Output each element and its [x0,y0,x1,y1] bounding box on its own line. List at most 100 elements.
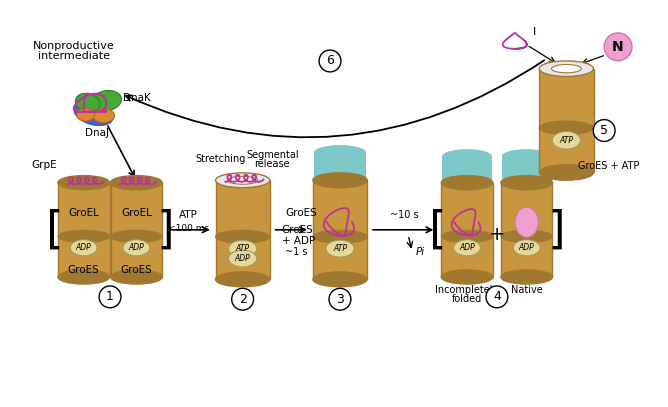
Ellipse shape [59,245,108,257]
Ellipse shape [442,149,492,163]
Polygon shape [216,258,269,279]
Text: 6: 6 [326,55,334,68]
Text: ATP: ATP [559,136,573,145]
Text: Pi: Pi [415,247,425,257]
Ellipse shape [123,240,150,256]
Ellipse shape [112,271,161,283]
Circle shape [329,288,351,310]
Text: GroES: GroES [120,265,152,276]
Text: Native: Native [511,285,542,295]
Ellipse shape [314,145,366,160]
Text: 2: 2 [238,293,246,306]
Ellipse shape [539,165,593,180]
Ellipse shape [75,94,100,112]
Circle shape [232,288,254,310]
Ellipse shape [216,230,270,243]
Ellipse shape [442,230,493,243]
Polygon shape [540,144,593,173]
Ellipse shape [552,65,581,73]
Text: +: + [488,225,505,244]
Ellipse shape [70,240,97,256]
Text: GrpE: GrpE [31,160,57,170]
Ellipse shape [540,166,593,179]
Polygon shape [501,183,552,277]
Ellipse shape [228,240,257,257]
Ellipse shape [110,175,162,190]
Ellipse shape [501,270,552,284]
Ellipse shape [513,240,540,256]
Circle shape [604,33,632,61]
Ellipse shape [58,270,110,284]
FancyArrowPatch shape [126,60,544,137]
Ellipse shape [112,245,161,257]
Text: <100 ms: <100 ms [168,224,209,233]
Polygon shape [112,251,161,277]
Polygon shape [110,183,162,277]
Ellipse shape [326,240,354,257]
Ellipse shape [313,230,367,243]
Ellipse shape [501,175,552,190]
Ellipse shape [228,176,258,184]
Text: ADP: ADP [76,243,92,252]
Polygon shape [313,180,367,279]
Text: ADP: ADP [459,243,475,252]
Text: N: N [613,40,624,54]
Text: ~10 s: ~10 s [390,210,418,220]
Ellipse shape [539,121,593,135]
Text: [: [ [39,208,66,251]
Ellipse shape [454,240,480,256]
Ellipse shape [442,175,493,190]
Text: GroEL: GroEL [68,208,99,218]
Ellipse shape [74,102,113,125]
Ellipse shape [59,271,108,283]
Ellipse shape [92,91,122,111]
Polygon shape [314,153,366,180]
Text: GroES + ATP: GroES + ATP [578,161,640,171]
Text: 4: 4 [493,290,501,303]
Text: 1: 1 [106,290,114,303]
Ellipse shape [539,61,593,77]
Ellipse shape [442,270,493,284]
Ellipse shape [110,270,162,284]
Text: DnaK: DnaK [124,93,151,103]
Text: 5: 5 [600,124,608,137]
Ellipse shape [228,250,257,267]
Text: ATP: ATP [236,244,250,253]
Ellipse shape [515,207,538,237]
Text: GroEL: GroEL [121,208,152,218]
Text: 3: 3 [336,293,344,306]
Ellipse shape [216,272,270,287]
Ellipse shape [501,230,552,243]
Ellipse shape [313,173,367,188]
Text: ADP: ADP [128,243,144,252]
Ellipse shape [314,174,366,186]
Text: Stretching: Stretching [196,154,246,164]
Polygon shape [58,183,110,277]
Text: I: I [533,27,536,37]
Ellipse shape [77,108,95,121]
Circle shape [593,120,615,141]
Polygon shape [216,180,270,279]
Text: + ADP: + ADP [282,236,315,246]
Polygon shape [502,156,552,183]
Ellipse shape [216,273,269,286]
Circle shape [319,50,341,72]
Circle shape [99,286,121,308]
Polygon shape [59,251,108,277]
Text: ATP: ATP [180,210,198,220]
Text: Nonproductive: Nonproductive [33,41,115,51]
Text: ]: ] [544,208,571,251]
Text: ~1 s: ~1 s [285,247,307,257]
Text: [: [ [423,208,450,251]
Ellipse shape [502,177,552,188]
Ellipse shape [110,230,162,243]
Ellipse shape [502,149,552,163]
Text: GroES: GroES [286,208,317,218]
Text: intermediate: intermediate [38,51,110,61]
Text: ]: ] [154,208,180,251]
Ellipse shape [216,173,270,188]
Ellipse shape [552,131,580,149]
Text: ADP: ADP [234,254,250,263]
Text: Segmental: Segmental [246,151,299,160]
Polygon shape [539,69,593,173]
